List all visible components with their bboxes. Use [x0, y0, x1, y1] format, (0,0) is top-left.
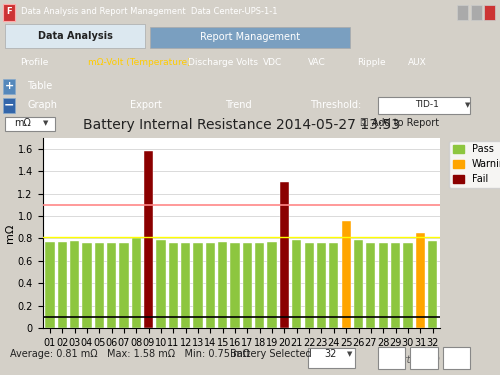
Text: 32: 32: [324, 349, 336, 359]
Text: ▼: ▼: [346, 351, 352, 357]
Bar: [156, 240, 166, 328]
Text: AUX: AUX: [408, 58, 426, 67]
Text: Graph: Graph: [28, 100, 58, 110]
Text: VDC: VDC: [262, 58, 282, 67]
Text: Data Analysis and Report Management  Data Center-UPS-1-1: Data Analysis and Report Management Data…: [21, 7, 278, 16]
Bar: [342, 220, 351, 328]
Bar: [456, 5, 468, 20]
Text: Discharge Volts: Discharge Volts: [188, 58, 258, 67]
Bar: [317, 243, 326, 328]
Bar: [442, 347, 470, 369]
Bar: [378, 243, 388, 328]
Bar: [94, 243, 104, 328]
Bar: [58, 242, 67, 328]
Bar: [5, 117, 55, 131]
Text: Data Analysis: Data Analysis: [38, 31, 113, 41]
Bar: [243, 243, 252, 328]
Text: ☑ Add to Report: ☑ Add to Report: [360, 118, 439, 128]
Title: Battery Internal Resistance 2014-05-27 13:53: Battery Internal Resistance 2014-05-27 1…: [83, 118, 400, 132]
Text: Profile: Profile: [20, 58, 48, 67]
Text: ▼: ▼: [42, 120, 48, 126]
Bar: [150, 27, 350, 48]
Bar: [304, 243, 314, 328]
Bar: [308, 348, 355, 368]
Text: F: F: [6, 7, 12, 16]
Bar: [404, 243, 412, 328]
Bar: [2, 98, 15, 113]
Bar: [5, 24, 145, 48]
Legend: Pass, Warning, Fail: Pass, Warning, Fail: [449, 141, 500, 188]
Text: Ripple: Ripple: [358, 58, 386, 67]
Bar: [168, 243, 178, 328]
Text: TID-1: TID-1: [415, 100, 439, 109]
Bar: [70, 241, 79, 328]
Text: Trend: Trend: [225, 100, 252, 110]
Bar: [378, 347, 405, 369]
Bar: [268, 242, 276, 328]
Bar: [181, 243, 190, 328]
Bar: [107, 243, 117, 328]
Bar: [280, 183, 289, 328]
Bar: [391, 243, 400, 328]
Bar: [2, 79, 15, 94]
Bar: [2, 4, 15, 21]
Text: Export: Export: [130, 100, 162, 110]
Bar: [46, 242, 54, 328]
Bar: [354, 240, 363, 328]
Bar: [230, 243, 239, 328]
Text: ▼: ▼: [465, 102, 470, 108]
Bar: [470, 5, 482, 20]
Bar: [428, 241, 437, 328]
Bar: [206, 243, 215, 328]
Y-axis label: mΩ: mΩ: [4, 223, 15, 243]
Bar: [255, 243, 264, 328]
Bar: [120, 243, 128, 328]
Bar: [378, 97, 470, 114]
Text: mΩ-Volt (Temperature): mΩ-Volt (Temperature): [88, 58, 190, 67]
Bar: [366, 243, 376, 328]
Bar: [484, 5, 495, 20]
Text: Battery ID: Battery ID: [390, 356, 440, 365]
Text: Report Management: Report Management: [200, 32, 300, 42]
Bar: [416, 233, 425, 328]
Bar: [329, 243, 338, 328]
Bar: [144, 151, 154, 328]
Text: Average: 0.81 mΩ   Max: 1.58 mΩ   Min: 0.75 mΩ: Average: 0.81 mΩ Max: 1.58 mΩ Min: 0.75 …: [10, 349, 250, 359]
Bar: [410, 347, 438, 369]
Text: Battery Selected: Battery Selected: [230, 349, 312, 359]
Bar: [218, 242, 228, 328]
Text: mΩ: mΩ: [14, 118, 31, 128]
Bar: [292, 240, 302, 328]
Text: VAC: VAC: [308, 58, 325, 67]
Bar: [194, 243, 202, 328]
Text: −: −: [4, 99, 14, 111]
Text: +: +: [4, 81, 14, 91]
Bar: [132, 238, 141, 328]
Text: Threshold:: Threshold:: [310, 100, 361, 110]
Text: Table: Table: [28, 81, 53, 91]
Bar: [82, 243, 92, 328]
